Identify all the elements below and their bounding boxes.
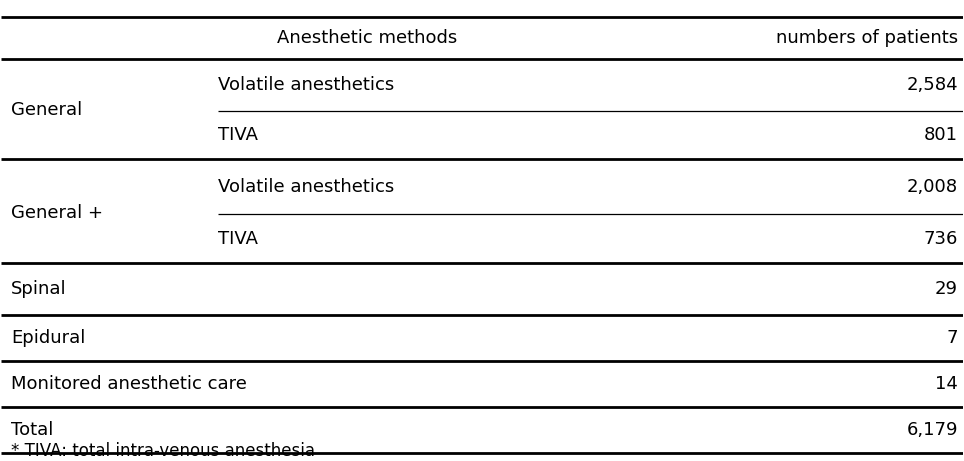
Text: Volatile anesthetics: Volatile anesthetics	[218, 178, 394, 196]
Text: 2,584: 2,584	[906, 76, 958, 94]
Text: TIVA: TIVA	[218, 126, 257, 144]
Text: 29: 29	[935, 280, 958, 298]
Text: 801: 801	[924, 126, 958, 144]
Text: numbers of patients: numbers of patients	[776, 29, 958, 47]
Text: TIVA: TIVA	[218, 230, 257, 248]
Text: General +: General +	[11, 204, 103, 222]
Text: Anesthetic methods: Anesthetic methods	[277, 29, 457, 47]
Text: Epidural: Epidural	[11, 329, 86, 347]
Text: Volatile anesthetics: Volatile anesthetics	[218, 76, 394, 94]
Text: * TIVA: total intra-venous anesthesia: * TIVA: total intra-venous anesthesia	[11, 442, 315, 460]
Text: Total: Total	[11, 421, 53, 439]
Text: 6,179: 6,179	[906, 421, 958, 439]
Text: General: General	[11, 101, 82, 119]
Text: 7: 7	[947, 329, 958, 347]
Text: 736: 736	[924, 230, 958, 248]
Text: Monitored anesthetic care: Monitored anesthetic care	[11, 375, 247, 393]
Text: 14: 14	[935, 375, 958, 393]
Text: 2,008: 2,008	[907, 178, 958, 196]
Text: Spinal: Spinal	[11, 280, 67, 298]
